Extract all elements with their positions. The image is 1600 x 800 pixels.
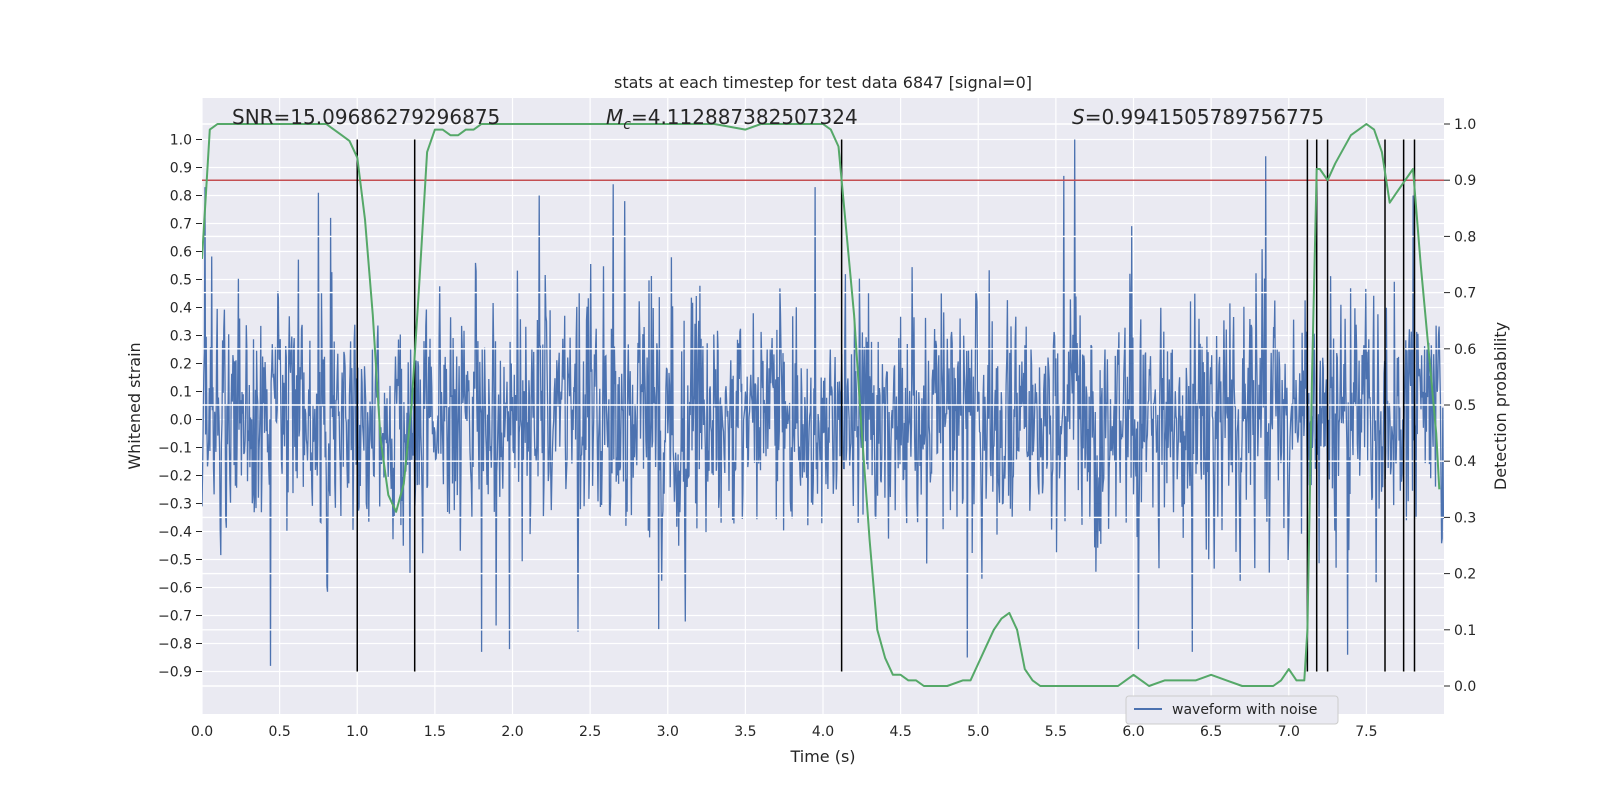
y2-tick-label: 0.9 bbox=[1454, 173, 1476, 189]
x-tick-label: 2.5 bbox=[579, 724, 601, 740]
y-tick-label: 0.6 bbox=[170, 245, 192, 261]
y2-tick-label: 0.6 bbox=[1454, 342, 1476, 358]
y-tick-label: 0.1 bbox=[170, 385, 192, 401]
y-axis-ticks: −0.9 −0.8 −0.7 −0.6 −0.5 −0.4 −0.3 −0.2 −0.1 0.0 0… bbox=[158, 133, 202, 681]
snr-annotation: SNR=15.09686279296875 bbox=[232, 105, 500, 129]
x-tick-label: 5.5 bbox=[1045, 724, 1067, 740]
s-statistic-symbol: S bbox=[1072, 105, 1085, 129]
y-tick-label: −0.3 bbox=[158, 497, 192, 513]
y2-tick-label: 0.7 bbox=[1454, 286, 1476, 302]
y-tick-label: 0.5 bbox=[170, 273, 192, 289]
y-tick-label: 0.7 bbox=[170, 217, 192, 233]
y-axis-label: Whitened strain bbox=[125, 342, 144, 469]
legend-box bbox=[1125, 695, 1339, 725]
y2-tick-label: 0.4 bbox=[1454, 454, 1476, 470]
x-tick-label: 4.0 bbox=[812, 724, 834, 740]
x-tick-label: 3.0 bbox=[657, 724, 679, 740]
y-tick-label: −0.2 bbox=[158, 469, 192, 485]
y-tick-label: −0.5 bbox=[158, 553, 192, 569]
y-tick-label: −0.4 bbox=[158, 525, 192, 541]
y2-tick-label: 0.0 bbox=[1454, 679, 1476, 695]
y2-tick-label: 0.2 bbox=[1454, 567, 1476, 583]
detection-probability-line bbox=[202, 123, 1441, 687]
y-tick-label: 1.0 bbox=[170, 133, 192, 149]
chirp-mass-subscript: c bbox=[623, 117, 631, 133]
y-tick-label: −0.8 bbox=[158, 637, 192, 653]
y-tick-label: −0.9 bbox=[158, 665, 192, 681]
legend: waveform with noise bbox=[1125, 695, 1339, 725]
detection-probability-series bbox=[202, 123, 1441, 687]
y-tick-label: 0.4 bbox=[170, 301, 192, 317]
y-tick-label: −0.6 bbox=[158, 581, 192, 597]
x-tick-label: 4.5 bbox=[889, 724, 911, 740]
y2-tick-label: 0.5 bbox=[1454, 398, 1476, 414]
x-tick-label: 2.0 bbox=[501, 724, 523, 740]
x-tick-label: 7.0 bbox=[1278, 724, 1300, 740]
detection-markers bbox=[356, 139, 1416, 672]
x-tick-label: 0.0 bbox=[191, 724, 213, 740]
x-tick-label: 6.5 bbox=[1200, 724, 1222, 740]
chart-title: stats at each timestep for test data 684… bbox=[614, 73, 1032, 92]
chirp-mass-value: =4.112887382507324 bbox=[631, 105, 858, 129]
legend-label: waveform with noise bbox=[1172, 702, 1317, 718]
y-tick-label: −0.7 bbox=[158, 609, 192, 625]
s-statistic-value: =0.9941505789756775 bbox=[1085, 105, 1324, 129]
x-axis-ticks: 0.0 0.5 1.0 1.5 2.0 2.5 3.0 3.5 4.0 4.5 5.0 5.5 6.0 6… bbox=[191, 724, 1378, 740]
y2-axis-ticks: 0.0 0.1 0.2 0.3 0.4 0.5 0.6 0.7 0.8 0.9 1.0 bbox=[1444, 117, 1476, 695]
y-tick-label: 0.3 bbox=[170, 329, 192, 345]
x-tick-label: 0.5 bbox=[268, 724, 290, 740]
chirp-mass-annotation: Mc=4.112887382507324 bbox=[606, 105, 858, 133]
x-tick-label: 5.0 bbox=[967, 724, 989, 740]
y-tick-label: 0.0 bbox=[170, 413, 192, 429]
x-tick-label: 1.5 bbox=[424, 724, 446, 740]
chirp-mass-symbol: M bbox=[606, 105, 623, 129]
y2-tick-label: 0.1 bbox=[1454, 623, 1476, 639]
y-tick-label: 0.9 bbox=[170, 161, 192, 177]
y-tick-label: 0.8 bbox=[170, 189, 192, 205]
x-tick-label: 3.5 bbox=[734, 724, 756, 740]
y2-tick-label: 1.0 bbox=[1454, 117, 1476, 133]
y-tick-label: −0.1 bbox=[158, 441, 192, 457]
x-tick-label: 1.0 bbox=[346, 724, 368, 740]
x-axis-label: Time (s) bbox=[789, 747, 855, 766]
x-tick-label: 6.0 bbox=[1122, 724, 1144, 740]
s-statistic-annotation: S=0.9941505789756775 bbox=[1072, 105, 1324, 129]
y2-tick-label: 0.3 bbox=[1454, 510, 1476, 526]
y2-tick-label: 0.8 bbox=[1454, 229, 1476, 245]
y2-axis-label: Detection probability bbox=[1491, 322, 1510, 490]
y-tick-label: 0.2 bbox=[170, 357, 192, 373]
x-tick-label: 7.5 bbox=[1355, 724, 1377, 740]
